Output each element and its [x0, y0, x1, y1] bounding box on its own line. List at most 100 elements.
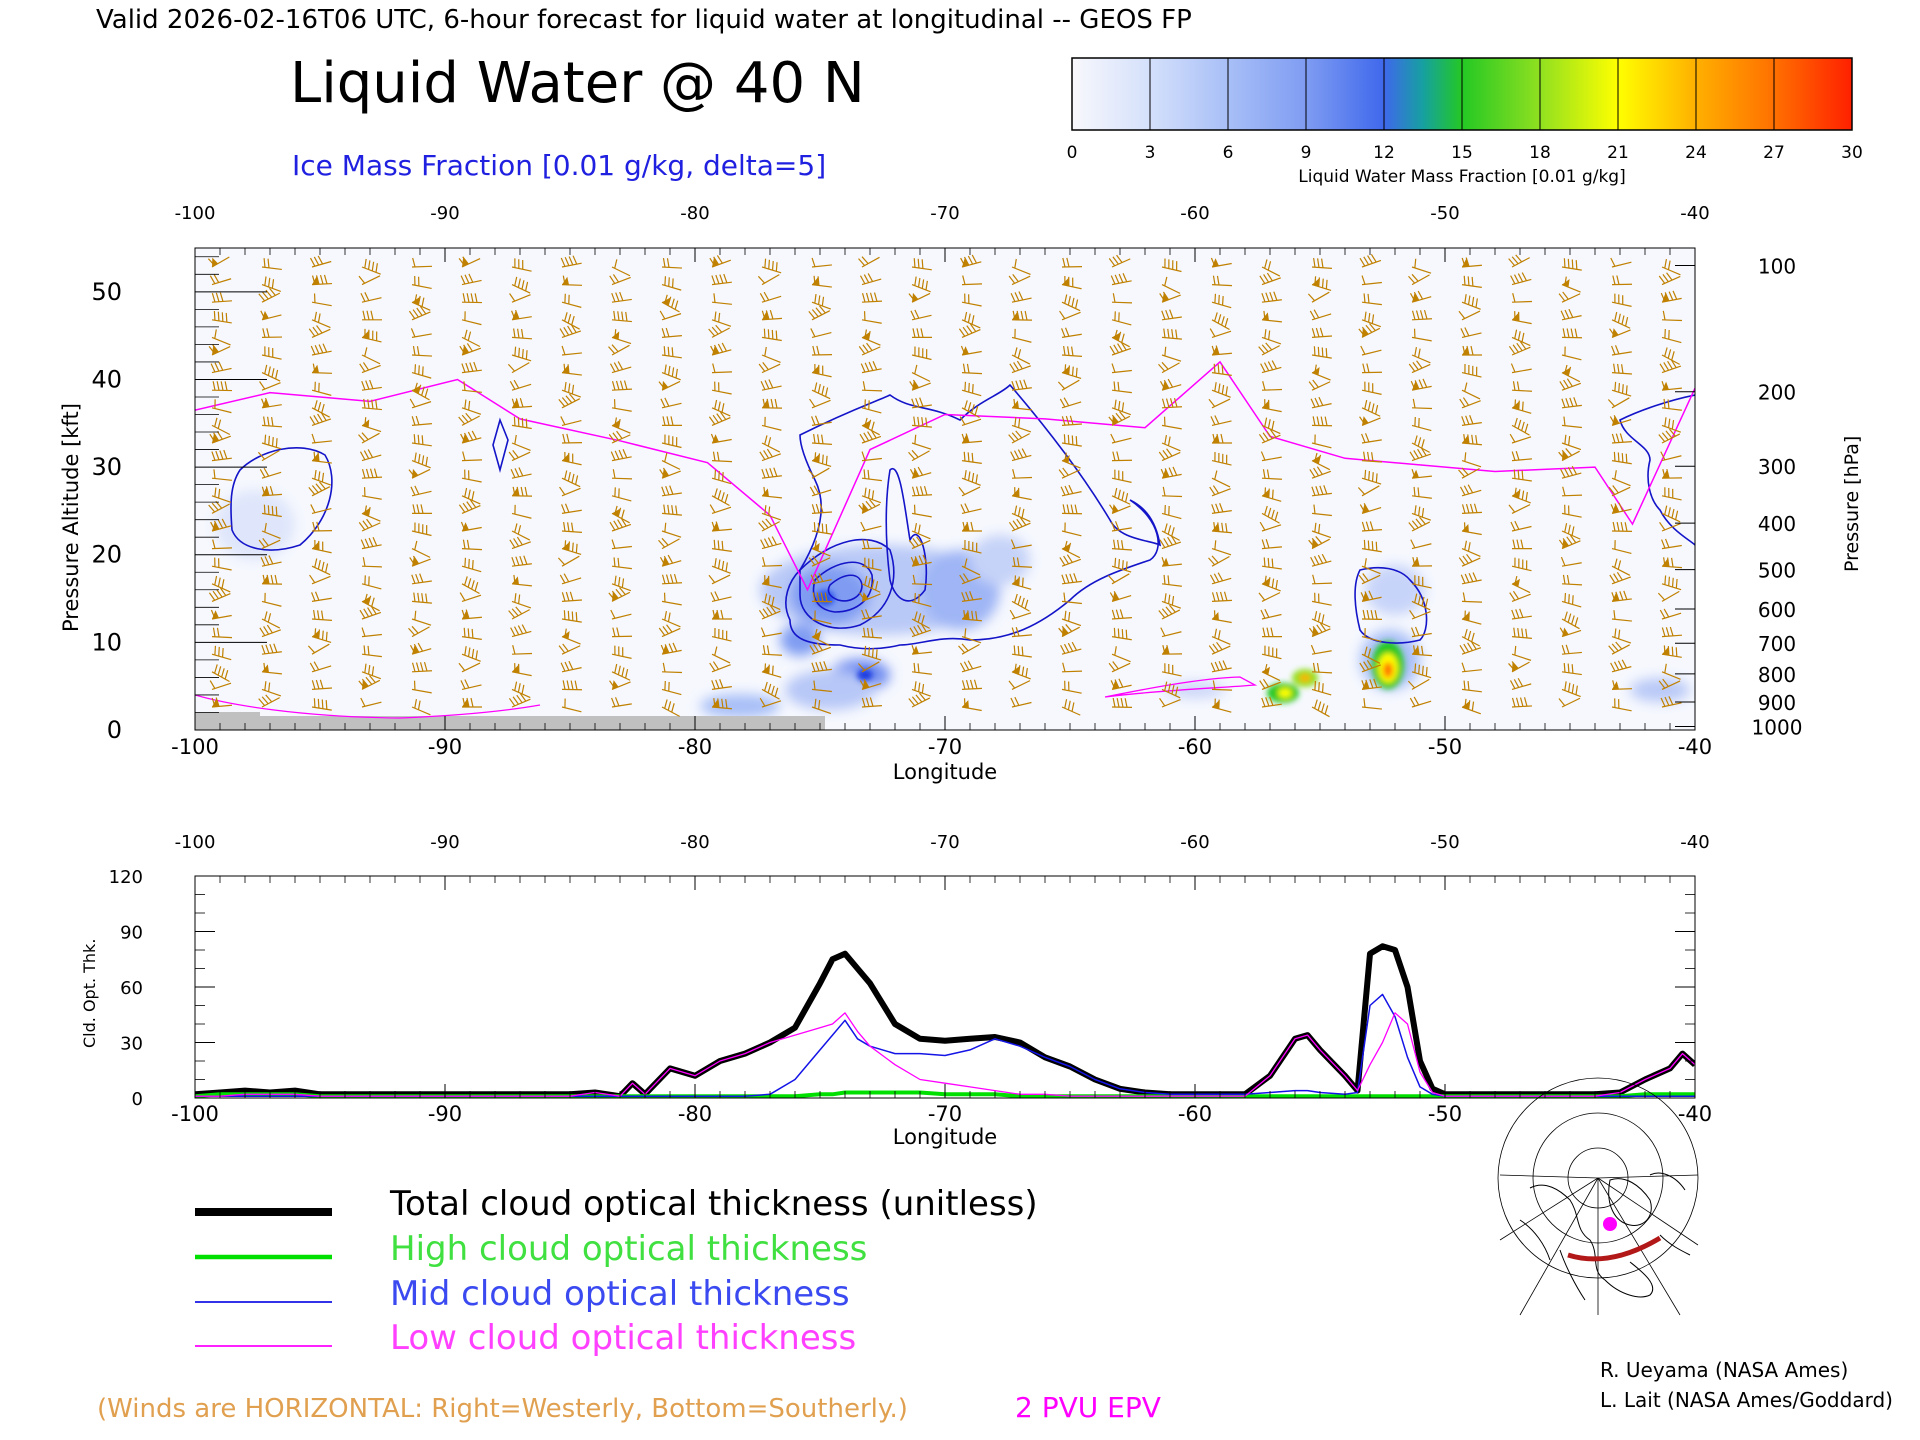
wind-barb	[760, 627, 782, 638]
wind-barb	[1308, 379, 1331, 391]
upper-right-tick-label: 500	[1758, 559, 1796, 583]
wind-barb	[1361, 558, 1381, 575]
wind-barb	[1511, 329, 1531, 347]
lower-bottom-tick-label: -90	[428, 1102, 462, 1126]
wind-barb	[1011, 663, 1031, 680]
wind-barb	[1511, 399, 1532, 414]
wind-barb	[258, 694, 280, 708]
wind-barb	[661, 680, 682, 696]
wind-barb	[211, 381, 233, 392]
upper-right-tick-label: 600	[1758, 598, 1796, 622]
wind-barb	[1561, 504, 1582, 518]
wind-barb	[961, 311, 981, 329]
wind-barbs	[207, 253, 1683, 718]
wind-barb	[1461, 662, 1482, 673]
wind-barb	[311, 381, 332, 396]
wind-barb	[261, 328, 283, 338]
wind-barb	[711, 698, 732, 710]
wind-barb	[711, 628, 732, 642]
wind-barb	[1010, 291, 1032, 303]
wind-barb	[809, 485, 832, 497]
wind-barb	[561, 433, 583, 444]
wind-barb	[1411, 398, 1433, 410]
wind-barb	[1659, 608, 1682, 620]
wind-barb	[1460, 572, 1482, 585]
wind-barb	[811, 294, 831, 310]
wind-barb	[1411, 416, 1432, 432]
wind-barb	[610, 609, 632, 620]
wind-barb	[958, 323, 981, 338]
wind-barb	[261, 258, 282, 271]
wind-barb	[711, 469, 732, 485]
wind-barb	[1211, 698, 1232, 713]
wind-barb	[661, 434, 682, 449]
wind-barb	[661, 294, 680, 313]
colorbar-label: Liquid Water Mass Fraction [0.01 g/kg]	[1298, 167, 1625, 187]
wind-barb	[758, 518, 780, 532]
wind-barb	[1560, 465, 1582, 479]
wind-barb	[1461, 628, 1480, 647]
wind-barb	[511, 663, 532, 677]
lw-core-d	[857, 669, 873, 681]
liquid-water-cores	[815, 590, 1404, 703]
series-line-mid	[195, 993, 1695, 1097]
wind-barb	[511, 276, 531, 294]
wind-barb	[1311, 485, 1332, 497]
wind-barb	[411, 661, 433, 673]
wind-barb	[1611, 293, 1632, 307]
wind-barb	[1411, 486, 1432, 499]
wind-barb	[1461, 382, 1481, 400]
wind-barb	[660, 642, 682, 655]
wind-barb	[1011, 417, 1032, 433]
wind-barb	[411, 345, 433, 357]
wind-barb	[461, 539, 483, 551]
wind-barb	[1260, 360, 1282, 374]
lw-blob-mid-east	[1165, 682, 1225, 698]
wind-barb	[860, 521, 882, 532]
wind-barb	[461, 627, 482, 640]
wind-barb	[1361, 399, 1381, 417]
wind-barb	[861, 627, 882, 639]
wind-barb	[711, 451, 733, 463]
wind-barb	[1461, 540, 1481, 557]
wind-barb	[311, 591, 332, 602]
wind-barb	[1208, 641, 1231, 655]
wind-barb	[1311, 574, 1333, 585]
lower-bottom-tick-label: -100	[171, 1102, 219, 1126]
wind-barb	[1361, 433, 1382, 444]
wind-barb	[1611, 311, 1631, 329]
wind-barb	[1158, 604, 1181, 620]
wind-barb	[1311, 416, 1333, 427]
wind-barb	[1261, 505, 1280, 524]
wind-barb	[259, 467, 282, 479]
wind-barb	[1060, 641, 1082, 655]
wind-barb	[1411, 435, 1430, 453]
upper-left-axis-label: Pressure Altitude [kft]	[59, 403, 83, 632]
wind-barb	[360, 697, 382, 708]
wind-barb	[511, 555, 532, 567]
upper-axes: -100 -100 -90 -90 -80 -80 -70 -70 -60 -60 -50 -50 -4…	[91, 203, 1802, 759]
lower-y-tick-label: 30	[120, 1034, 143, 1055]
wind-barb	[261, 364, 281, 382]
wind-barb	[459, 343, 481, 356]
wind-barb	[959, 660, 982, 673]
wind-barb	[811, 363, 832, 378]
wind-barb	[211, 664, 230, 683]
wind-barb	[561, 363, 582, 376]
wind-barb	[710, 342, 732, 356]
wind-barb	[761, 645, 783, 656]
wind-barb	[1658, 428, 1681, 444]
wind-barb	[861, 539, 883, 550]
wind-barb	[208, 587, 231, 602]
wind-barb	[1258, 342, 1280, 356]
wind-barb	[661, 452, 681, 470]
wind-barb	[461, 399, 482, 415]
winds-note: (Winds are HORIZONTAL: Right=Westerly, B…	[97, 1394, 908, 1424]
upper-right-axis-label: Pressure [hPa]	[1841, 436, 1863, 572]
wind-barb	[658, 624, 681, 638]
wind-barb	[1161, 504, 1182, 520]
wind-barb	[358, 518, 381, 532]
wind-barb	[1361, 539, 1382, 553]
wind-barb	[561, 470, 581, 488]
wind-barb	[1059, 554, 1081, 567]
